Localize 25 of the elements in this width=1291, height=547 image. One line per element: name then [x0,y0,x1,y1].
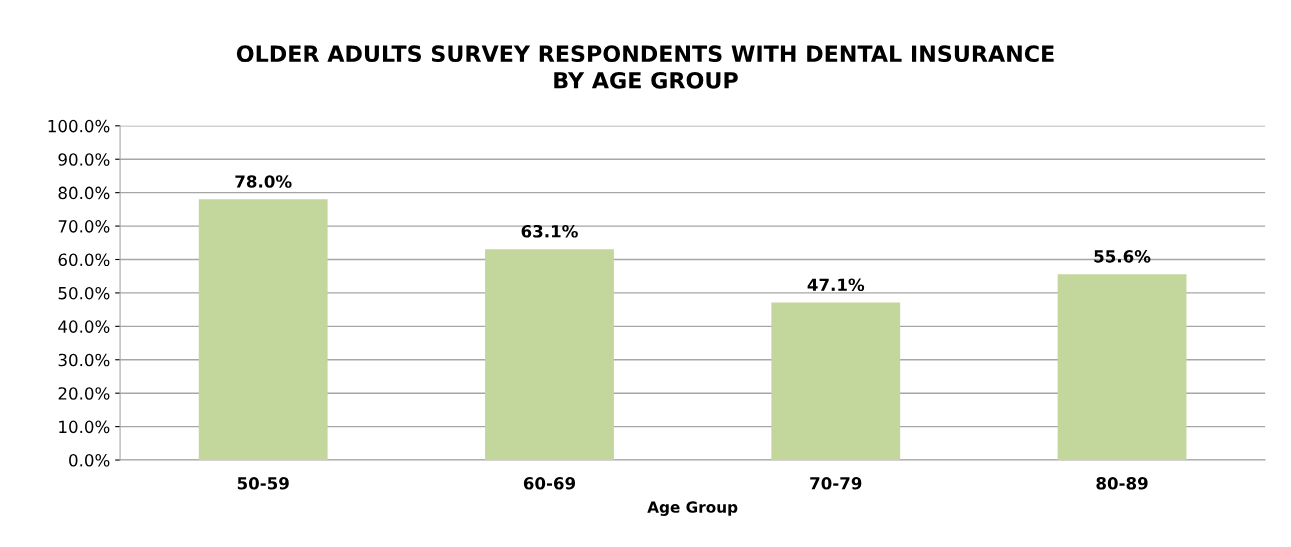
x-tick-label: 50-59 [237,476,289,490]
bar [485,249,614,461]
y-tick-label: 70.0% [58,220,110,233]
y-tick-label: 100.0% [48,119,110,133]
y-tick-label: 10.0% [59,420,110,434]
x-axis-title: Age Group [647,501,738,516]
data-label: 63.1% [521,224,578,238]
x-tick-label: 80-89 [1096,476,1148,490]
y-tick-label: 40.0% [58,320,110,333]
y-tick-label: 30.0% [58,353,110,367]
data-label: 55.6% [1094,250,1151,263]
chart-title: OLDER ADULTS SURVEY RESPONDENTS WITH DENTAL INSURANCE BY AGE GROUP [236,45,1054,89]
x-tick-label: 70-79 [810,476,862,490]
x-tick-label: 60-69 [523,476,576,490]
y-tick-label: 60.0% [58,253,110,267]
bar [771,302,901,461]
y-tick-label: 80.0% [58,186,110,200]
bar [1057,274,1187,461]
y-tick-label: 0.0% [69,453,110,467]
data-label: 47.1% [807,278,865,292]
y-tick-label: 90.0% [58,153,110,166]
bar [198,199,328,461]
y-tick-label: 50.0% [58,286,110,300]
data-label: 78.0% [235,175,292,188]
y-tick-label: 20.0% [58,387,110,400]
